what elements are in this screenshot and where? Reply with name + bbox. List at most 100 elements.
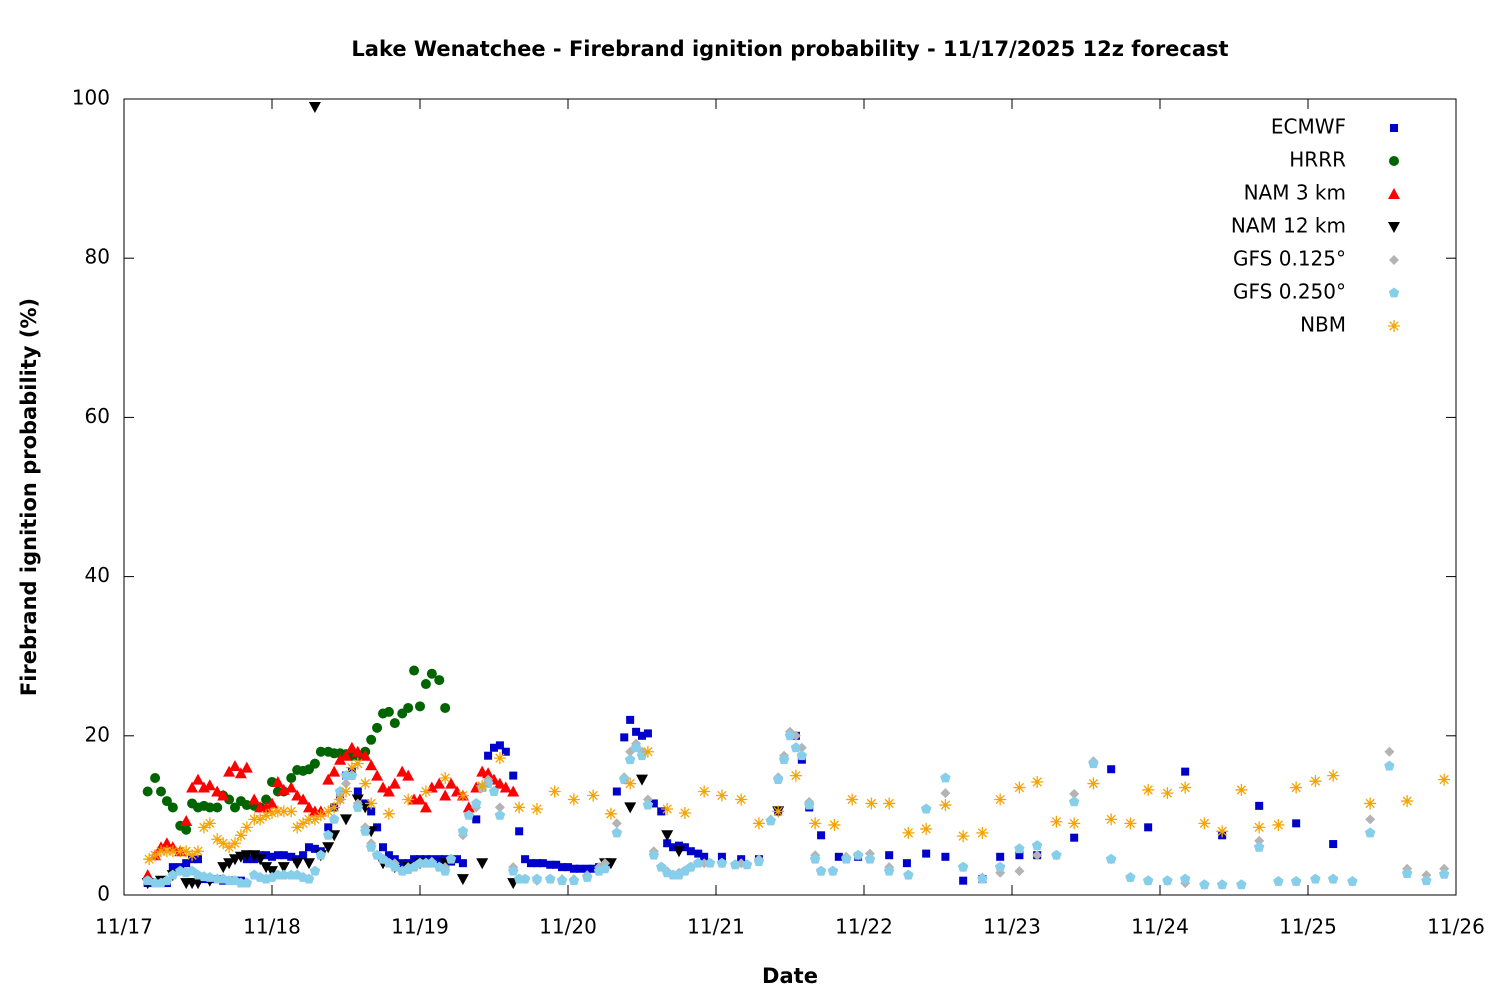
data-point xyxy=(1125,872,1136,882)
data-point xyxy=(698,785,711,798)
data-point xyxy=(741,859,753,870)
data-point xyxy=(1142,783,1155,796)
data-point xyxy=(439,789,452,801)
y-tick-label: 100 xyxy=(72,86,110,110)
data-point xyxy=(277,862,290,874)
data-point xyxy=(168,863,177,872)
data-point xyxy=(1290,876,1302,886)
data-point xyxy=(686,847,695,856)
data-point xyxy=(315,746,326,757)
data-point xyxy=(303,858,315,870)
data-point xyxy=(167,869,179,880)
data-point xyxy=(1068,796,1080,807)
data-point xyxy=(620,733,629,742)
data-point xyxy=(521,855,530,864)
data-point xyxy=(323,829,334,840)
data-point xyxy=(661,830,674,842)
data-point xyxy=(186,781,199,793)
data-point xyxy=(834,852,843,861)
data-point xyxy=(314,809,327,822)
data-point xyxy=(286,772,297,783)
data-point xyxy=(494,802,505,813)
data-point xyxy=(611,818,622,829)
data-point xyxy=(1162,875,1173,886)
x-tick-label: 11/26 xyxy=(1427,915,1485,939)
data-point xyxy=(271,776,284,787)
data-point xyxy=(957,861,969,872)
data-point xyxy=(641,745,654,758)
data-point xyxy=(611,827,623,838)
data-point xyxy=(1179,781,1192,794)
data-point xyxy=(582,872,593,882)
data-point xyxy=(790,742,802,753)
data-point xyxy=(1292,819,1301,828)
data-point xyxy=(456,789,469,802)
data-point xyxy=(885,851,894,860)
data-point xyxy=(789,769,802,782)
legend-marker xyxy=(1390,124,1398,132)
data-point xyxy=(324,823,333,832)
data-point xyxy=(161,796,172,807)
x-tick-label: 11/22 xyxy=(835,915,893,939)
data-point xyxy=(490,743,498,752)
data-point xyxy=(419,801,432,813)
data-point xyxy=(351,745,364,757)
data-point xyxy=(334,753,347,765)
legend-marker xyxy=(1388,222,1400,233)
data-point xyxy=(352,801,364,812)
data-point xyxy=(661,803,674,816)
data-point xyxy=(192,845,204,858)
chart-title: Lake Wenatchee - Firebrand ignition prob… xyxy=(351,37,1228,61)
data-point xyxy=(217,862,230,874)
data-point xyxy=(359,777,372,790)
data-point xyxy=(1015,851,1024,860)
data-point xyxy=(753,856,765,866)
data-point xyxy=(315,849,327,860)
data-point xyxy=(451,785,463,797)
data-point xyxy=(1144,823,1153,832)
data-point xyxy=(1329,840,1338,849)
data-point xyxy=(150,772,161,783)
data-point xyxy=(693,857,704,868)
data-point xyxy=(809,853,821,864)
data-point xyxy=(1364,827,1376,838)
data-point xyxy=(1290,781,1303,794)
data-point xyxy=(669,843,678,852)
y-axis-label: Firebrand ignition probability (%) xyxy=(17,298,41,696)
data-point xyxy=(626,715,635,724)
data-point xyxy=(211,833,224,846)
data-point xyxy=(772,774,784,784)
data-point xyxy=(180,845,193,858)
data-point xyxy=(1105,853,1117,864)
data-point xyxy=(234,829,247,842)
data-point xyxy=(248,850,261,862)
y-tick-label: 40 xyxy=(85,563,110,587)
data-point xyxy=(583,864,592,873)
data-point xyxy=(604,807,617,820)
data-point xyxy=(1401,795,1414,808)
x-tick-label: 11/18 xyxy=(243,915,301,939)
data-point xyxy=(1142,875,1154,886)
data-point xyxy=(305,843,313,852)
data-point xyxy=(322,842,335,854)
data-point xyxy=(260,862,273,874)
data-point xyxy=(458,859,467,868)
x-tick-label: 11/20 xyxy=(539,915,597,939)
data-point xyxy=(752,817,765,830)
x-tick-label: 11/24 xyxy=(1131,915,1189,939)
data-point xyxy=(817,831,826,840)
data-point xyxy=(435,855,444,864)
data-point xyxy=(365,759,378,771)
data-point xyxy=(384,851,393,860)
data-point xyxy=(414,793,426,805)
data-point xyxy=(1087,777,1100,790)
data-point xyxy=(1051,849,1062,860)
data-point xyxy=(1272,818,1285,831)
data-point xyxy=(445,777,458,789)
data-point xyxy=(351,757,364,770)
data-point xyxy=(240,821,253,834)
data-point xyxy=(1179,873,1191,884)
data-point xyxy=(182,859,191,868)
data-point xyxy=(254,854,267,866)
data-point xyxy=(1050,815,1063,828)
